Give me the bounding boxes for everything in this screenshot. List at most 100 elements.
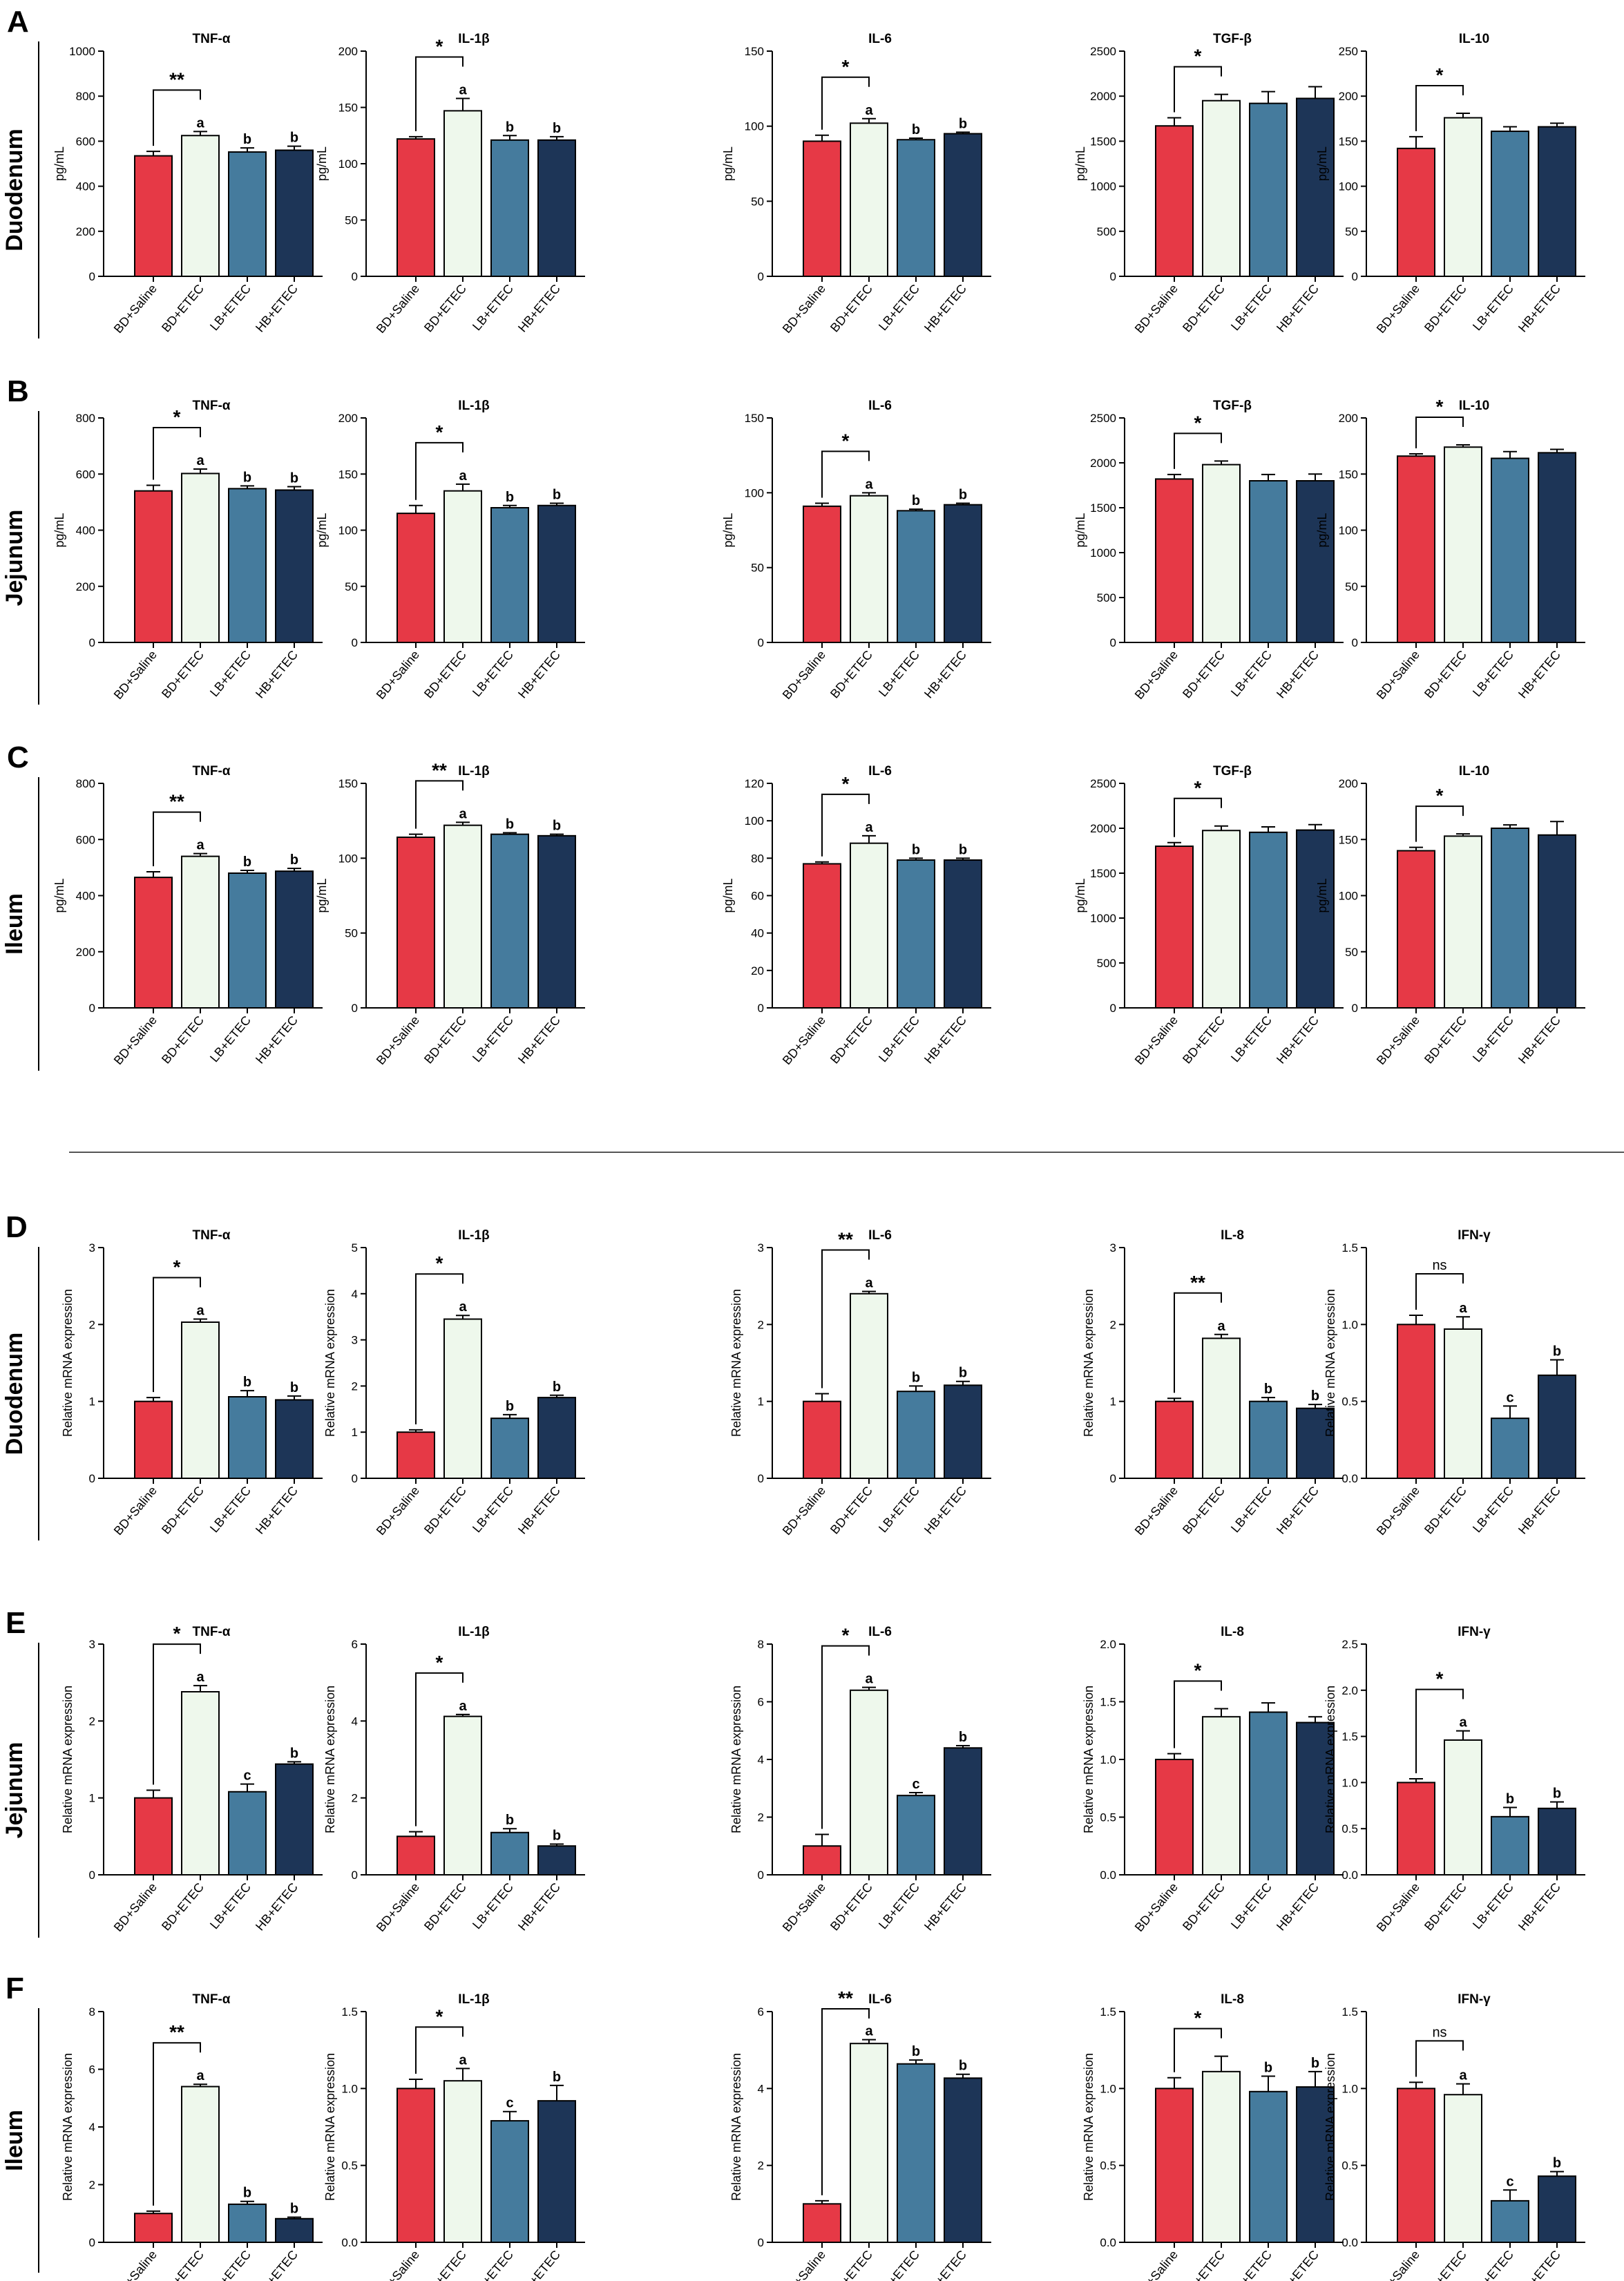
y-tick-label-f-il-6: 4 <box>758 2082 764 2095</box>
y-tick-label-d-il-1: 1 <box>352 1426 358 1439</box>
y-tick-label-a-il-10: 250 <box>1339 45 1358 58</box>
sig-letter-a-il-6: b <box>959 116 967 131</box>
sig-mark-d-il-8: ** <box>1190 1272 1205 1293</box>
sig-letter-b-il-6: a <box>865 477 873 492</box>
sig-letter-c-tnf: b <box>290 852 298 868</box>
sig-letter-f-ifn: b <box>1553 2156 1561 2171</box>
bar-b-tgf-bd-saline <box>1155 478 1194 644</box>
sig-mark-f-il-6: ** <box>838 1987 853 2009</box>
x-tick-label-e-ifn: HB+ETEC <box>1516 1880 1563 1934</box>
bar-d-ifn-hb-etec <box>1538 1374 1576 1480</box>
x-tick-label-a-tnf: LB+ETEC <box>207 282 254 334</box>
x-tick-label-c-tgf: LB+ETEC <box>1228 1013 1274 1065</box>
bar-c-tnf-hb-etec <box>275 870 314 1009</box>
chart-title-b-tgf: TGF-β <box>1213 399 1252 413</box>
sig-letter-b-il-1: a <box>459 468 467 484</box>
sig-letter-e-ifn: a <box>1459 1715 1467 1730</box>
x-tick-label-a-il-1: LB+ETEC <box>470 282 516 334</box>
sig-mark-e-tnf: * <box>173 1623 181 1644</box>
bar-b-il-10-lb-etec <box>1491 457 1529 643</box>
x-tick-label-f-il-6: LB+ETEC <box>876 2248 922 2281</box>
sig-letter-e-ifn: b <box>1553 1786 1561 1801</box>
sig-letter-d-il-8: b <box>1311 1388 1319 1404</box>
bar-c-tnf-bd-etec <box>181 855 220 1009</box>
y-label-e-tnf: Relative mRNA expression <box>61 1686 75 1833</box>
x-tick-label-d-tnf: BD+Saline <box>111 1484 160 1538</box>
y-tick-label-d-il-8: 1 <box>1110 1395 1116 1409</box>
x-tick-label-d-il-1: BD+ETEC <box>421 1484 469 1537</box>
y-tick-label-d-il-1: 2 <box>352 1380 358 1393</box>
bar-f-ifn-hb-etec <box>1538 2175 1576 2244</box>
y-label-d-tnf: Relative mRNA expression <box>61 1289 75 1437</box>
sig-mark-a-il-1: * <box>436 35 443 57</box>
y-label-f-il-1: Relative mRNA expression <box>323 2053 337 2201</box>
bar-a-il-1-bd-saline <box>397 138 435 277</box>
chart-title-e-ifn: IFN-γ <box>1458 1625 1491 1639</box>
y-tick-label-f-tnf: 4 <box>89 2121 95 2134</box>
bar-c-il-10-bd-etec <box>1444 835 1482 1009</box>
x-tick-label-a-il-6: BD+Saline <box>780 282 828 336</box>
sig-letter-e-il-6: a <box>865 1672 873 1687</box>
bar-f-tnf-hb-etec <box>275 2217 314 2243</box>
x-tick-label-f-il-8: BD+ETEC <box>1180 2248 1227 2281</box>
sig-letter-f-il-6: b <box>959 2059 967 2074</box>
y-tick-label-b-il-6: 150 <box>745 412 764 425</box>
sig-bracket-c-tnf <box>153 811 201 866</box>
y-tick-label-b-tgf: 500 <box>1097 591 1116 604</box>
sig-mark-a-tgf: * <box>1194 46 1202 67</box>
y-tick-label-d-tnf: 1 <box>89 1395 95 1409</box>
x-tick-label-f-ifn: BD+ETEC <box>1422 2248 1469 2281</box>
y-tick-label-e-il-8: 2.0 <box>1100 1638 1116 1651</box>
y-tick-label-d-ifn: 0.0 <box>1341 1472 1358 1485</box>
bar-a-tnf-bd-etec <box>181 135 220 277</box>
sig-bracket-e-ifn <box>1415 1688 1464 1774</box>
y-tick-label-a-il-1: 50 <box>345 214 358 227</box>
sig-bracket-a-il-10 <box>1415 84 1464 131</box>
y-tick-label-b-il-10: 150 <box>1339 468 1358 481</box>
bar-b-il-10-bd-etec <box>1444 446 1482 643</box>
x-tick-label-f-tnf: HB+ETEC <box>253 2248 300 2281</box>
bar-d-il-6-bd-etec <box>850 1292 888 1480</box>
y-tick-label-e-ifn: 1.5 <box>1341 1730 1358 1744</box>
sig-letter-b-il-6: b <box>959 488 967 503</box>
y-tick-label-f-il-1: 0.0 <box>341 2236 358 2249</box>
bar-a-tgf-lb-etec <box>1249 102 1288 277</box>
sig-letter-c-il-1: b <box>553 819 561 834</box>
bar-f-il-8-lb-etec <box>1249 2090 1288 2243</box>
x-tick-label-f-il-8: LB+ETEC <box>1228 2248 1274 2281</box>
sig-bracket-e-il-1 <box>415 1672 464 1826</box>
y-tick-label-c-il-1: 150 <box>338 777 358 790</box>
x-tick-label-c-tgf: BD+ETEC <box>1180 1013 1227 1067</box>
x-tick-label-f-tnf: LB+ETEC <box>207 2248 254 2281</box>
sig-mark-a-il-6: * <box>842 56 850 77</box>
bar-f-il-1-hb-etec <box>537 2100 576 2244</box>
y-tick-label-f-ifn: 1.0 <box>1341 2082 1358 2095</box>
y-label-c-tgf: pg/mL <box>1073 878 1087 913</box>
sig-letter-b-il-1: b <box>553 488 561 503</box>
x-tick-label-c-tgf: BD+Saline <box>1132 1013 1181 1067</box>
sig-mark-a-il-10: * <box>1436 64 1444 86</box>
x-tick-label-f-il-6: BD+ETEC <box>828 2248 875 2281</box>
y-tick-label-e-il-6: 4 <box>758 1753 764 1766</box>
y-tick-label-f-ifn: 0.0 <box>1341 2236 1358 2249</box>
bar-f-il-6-lb-etec <box>897 2063 935 2244</box>
sig-letter-f-il-6: b <box>912 2044 920 2059</box>
y-tick-label-a-il-10: 200 <box>1339 90 1358 103</box>
sig-bracket-d-il-6 <box>821 1249 870 1388</box>
bar-f-il-8-bd-saline <box>1155 2088 1194 2243</box>
y-tick-label-b-il-6: 0 <box>758 636 764 649</box>
y-tick-label-a-tnf: 800 <box>76 90 95 103</box>
x-tick-label-c-il-1: LB+ETEC <box>470 1013 516 1065</box>
bar-f-il-8-hb-etec <box>1296 2086 1335 2244</box>
tissue-label-ileum: Ileum <box>1 893 28 955</box>
bar-a-il-10-lb-etec <box>1491 131 1529 277</box>
sig-bracket-b-tgf <box>1174 432 1222 469</box>
y-tick-label-c-tgf: 500 <box>1097 957 1116 970</box>
panel-label-d: D <box>6 1210 28 1244</box>
bar-a-il-1-hb-etec <box>537 139 576 277</box>
y-tick-label-c-il-6: 60 <box>751 890 764 903</box>
x-tick-label-f-il-8: BD+Saline <box>1132 2248 1181 2281</box>
sig-letter-d-tnf: b <box>290 1380 298 1395</box>
sig-letter-f-il-1: b <box>553 2070 561 2085</box>
y-label-d-il-1: Relative mRNA expression <box>323 1289 337 1437</box>
